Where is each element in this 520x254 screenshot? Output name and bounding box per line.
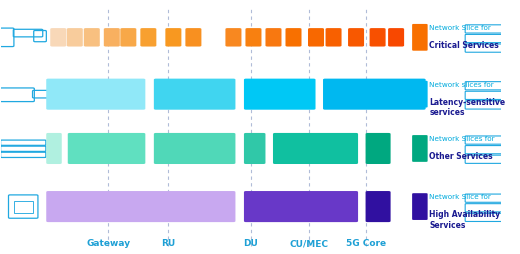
Text: High Availability
Services: High Availability Services <box>429 210 500 230</box>
FancyBboxPatch shape <box>308 28 324 46</box>
FancyBboxPatch shape <box>244 79 316 110</box>
FancyBboxPatch shape <box>68 133 146 164</box>
FancyBboxPatch shape <box>120 28 136 46</box>
FancyBboxPatch shape <box>186 28 201 46</box>
FancyBboxPatch shape <box>366 191 391 222</box>
Text: Other Services: Other Services <box>429 152 493 161</box>
FancyBboxPatch shape <box>140 28 157 46</box>
FancyBboxPatch shape <box>154 79 236 110</box>
FancyBboxPatch shape <box>244 133 266 164</box>
FancyBboxPatch shape <box>165 28 181 46</box>
Text: 5G Core: 5G Core <box>346 239 386 248</box>
Text: Gateway: Gateway <box>86 239 131 248</box>
Text: CU/MEC: CU/MEC <box>289 239 328 248</box>
Text: Network Slices for: Network Slices for <box>429 136 495 142</box>
FancyBboxPatch shape <box>266 28 281 46</box>
FancyBboxPatch shape <box>67 28 83 46</box>
FancyBboxPatch shape <box>46 79 146 110</box>
Text: Network Slice for: Network Slice for <box>429 25 491 31</box>
FancyBboxPatch shape <box>245 28 262 46</box>
FancyBboxPatch shape <box>244 191 358 222</box>
Text: RU: RU <box>161 239 175 248</box>
FancyBboxPatch shape <box>326 28 342 46</box>
Bar <box>14 200 33 213</box>
FancyBboxPatch shape <box>104 28 120 46</box>
FancyBboxPatch shape <box>323 79 426 110</box>
FancyBboxPatch shape <box>46 133 62 164</box>
FancyBboxPatch shape <box>366 133 391 164</box>
Text: DU: DU <box>243 239 258 248</box>
FancyBboxPatch shape <box>412 81 427 107</box>
FancyBboxPatch shape <box>46 191 236 222</box>
Text: Latency-sensitive
services: Latency-sensitive services <box>429 98 505 117</box>
Text: Network slices for: Network slices for <box>429 82 494 88</box>
FancyBboxPatch shape <box>273 133 358 164</box>
FancyBboxPatch shape <box>412 24 427 51</box>
FancyBboxPatch shape <box>50 28 66 46</box>
FancyBboxPatch shape <box>84 28 100 46</box>
FancyBboxPatch shape <box>154 133 236 164</box>
FancyBboxPatch shape <box>388 28 404 46</box>
Text: Critical Services: Critical Services <box>429 41 499 50</box>
FancyBboxPatch shape <box>226 28 241 46</box>
FancyBboxPatch shape <box>285 28 302 46</box>
FancyBboxPatch shape <box>370 28 386 46</box>
FancyBboxPatch shape <box>348 28 364 46</box>
FancyBboxPatch shape <box>412 135 427 162</box>
FancyBboxPatch shape <box>412 193 427 220</box>
Text: Network Slice for: Network Slice for <box>429 194 491 200</box>
